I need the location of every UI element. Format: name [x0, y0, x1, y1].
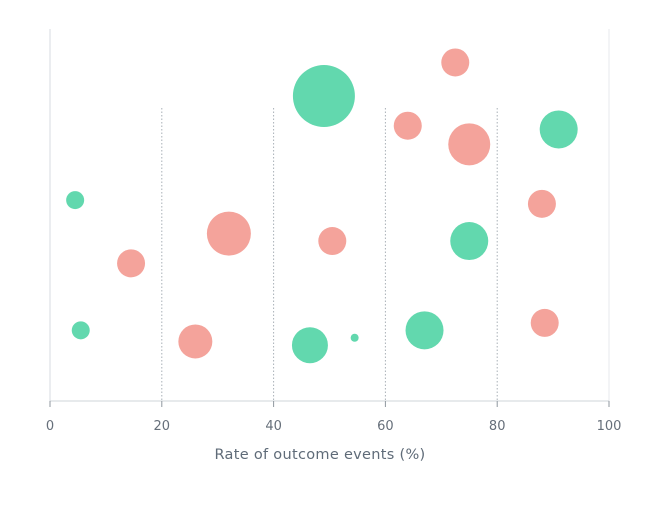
- bubble-point: [450, 222, 489, 261]
- x-ticks: 0 20 40 60 80 100: [46, 401, 622, 434]
- bubble-point: [318, 227, 347, 256]
- bubble-point: [66, 191, 85, 210]
- bubble-point: [448, 123, 491, 166]
- bubble-point: [206, 211, 251, 256]
- bubble-point: [350, 333, 359, 342]
- bubbles: [66, 48, 578, 364]
- bubble-point: [393, 111, 422, 140]
- bubble-point: [527, 189, 556, 218]
- x-tick-label: 60: [377, 419, 394, 434]
- bubble-point: [71, 321, 90, 340]
- bubble-point: [292, 64, 355, 127]
- bubble-point: [178, 324, 213, 359]
- bubble-point: [405, 311, 444, 350]
- bubble-point: [441, 48, 470, 77]
- x-axis-title: Rate of outcome events (%): [214, 447, 425, 463]
- bubble-point: [291, 327, 328, 364]
- x-tick-label: 100: [597, 419, 622, 434]
- x-tick-label: 80: [489, 419, 506, 434]
- bubble-point: [539, 110, 578, 149]
- bubble-point: [117, 249, 146, 278]
- bubble-point: [530, 308, 559, 337]
- x-tick-label: 20: [154, 419, 171, 434]
- x-tick-label: 0: [46, 419, 54, 434]
- x-tick-label: 40: [265, 419, 282, 434]
